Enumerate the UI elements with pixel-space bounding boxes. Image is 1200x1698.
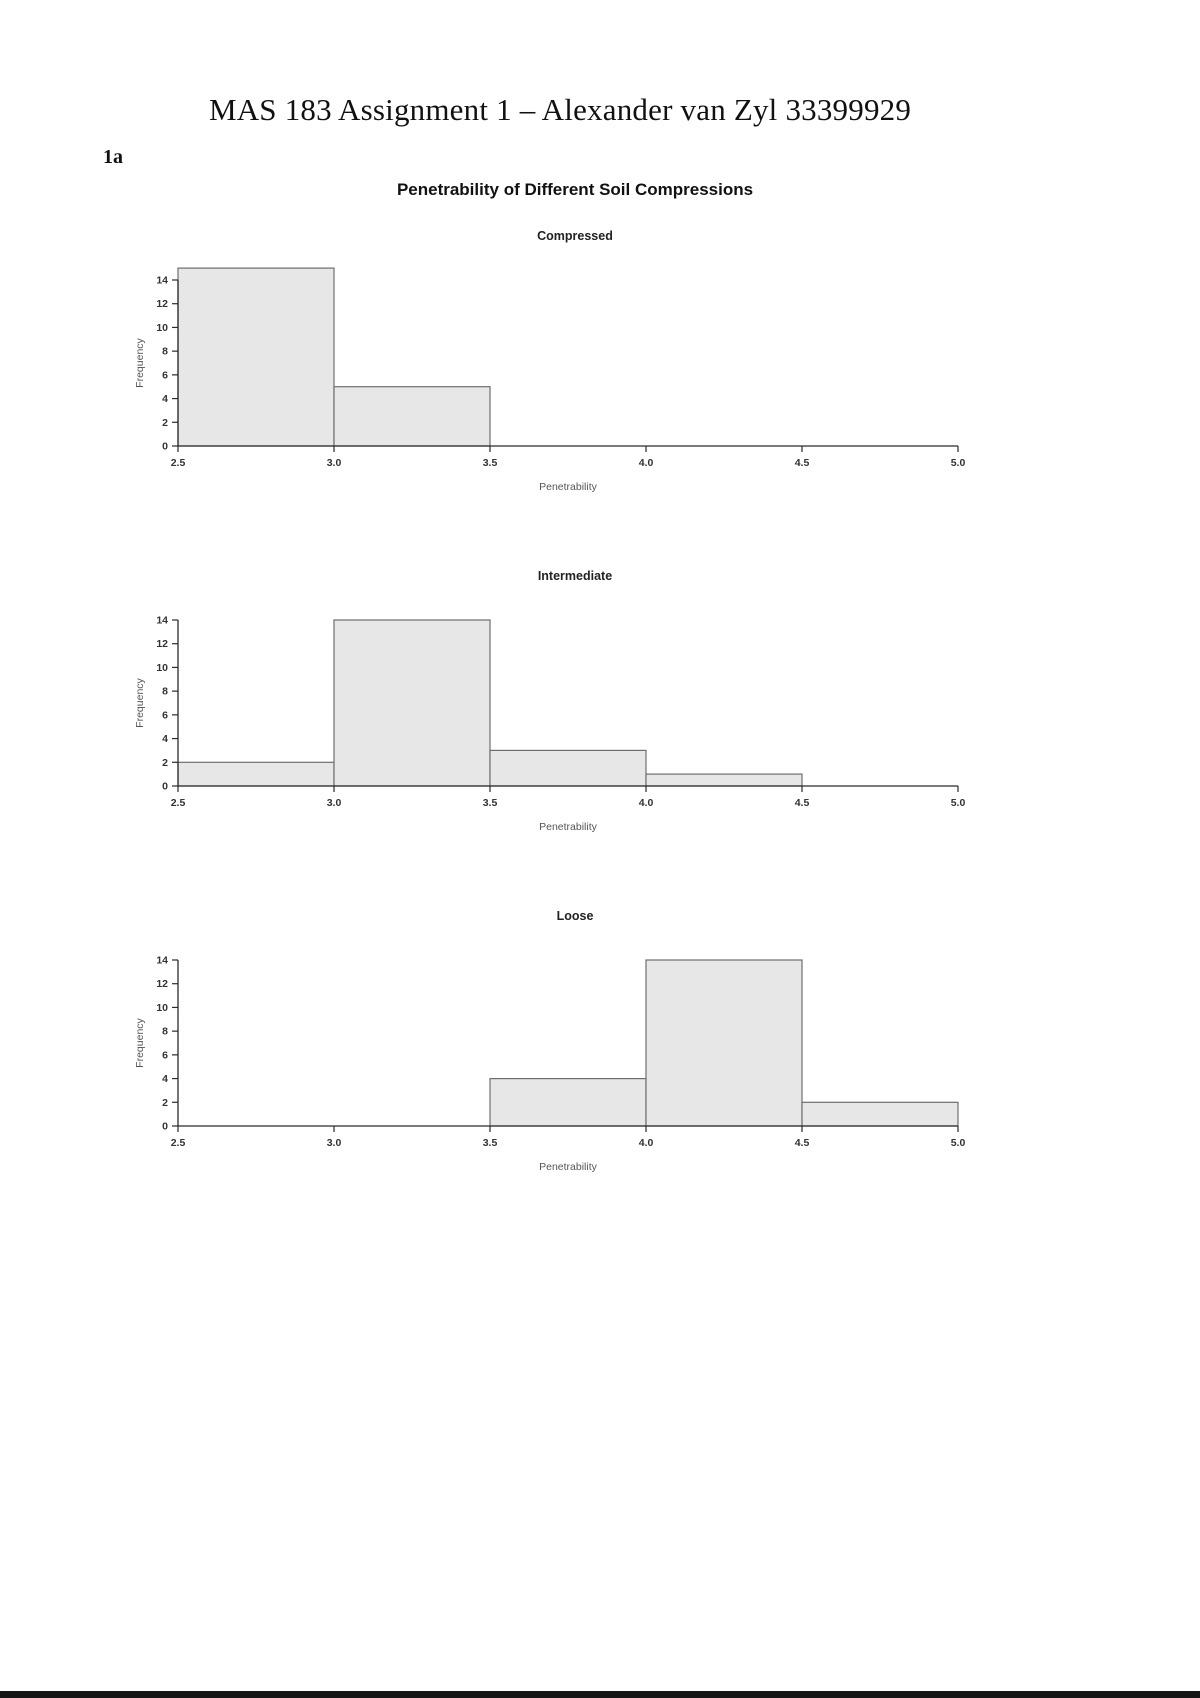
- y-tick-label: 2: [162, 1097, 168, 1109]
- chart-block-loose: Loose 2.5 3.0 3.5 4.0 4.5 5.0 Penetrability 0 2 4…: [45, 906, 1105, 1184]
- histogram-bar: [645, 959, 803, 1127]
- y-tick-label: 10: [156, 662, 168, 674]
- x-tick-label: 3.0: [327, 797, 342, 809]
- y-tick-label: 10: [156, 1002, 168, 1014]
- histogram-intermediate: 2.5 3.0 3.5 4.0 4.5 5.0 Penetrability 0 2 4 6 8 10 12…: [45, 586, 1105, 844]
- y-tick-label: 8: [162, 686, 168, 698]
- histogram-svg: 2.5 3.0 3.5 4.0 4.5 5.0 Penetrability 0 2 4 6 8 10 12…: [134, 615, 966, 834]
- y-tick-label: 2: [162, 757, 168, 769]
- y-tick-label: 4: [162, 393, 168, 405]
- x-tick-label: 3.5: [483, 797, 498, 809]
- histogram-bar: [489, 749, 647, 787]
- y-tick-label: 10: [156, 322, 168, 334]
- page-title: MAS 183 Assignment 1 – Alexander van Zyl…: [208, 92, 912, 127]
- section-label: 1a: [103, 146, 123, 168]
- x-axis-label: Penetrability: [539, 1161, 598, 1173]
- histogram-bar: [645, 773, 803, 787]
- y-tick-label: 12: [156, 638, 168, 650]
- chart-subtitle-intermediate: Intermediate: [537, 569, 613, 583]
- histogram-svg: 2.5 3.0 3.5 4.0 4.5 5.0 Penetrability 0 2 4 6 8 10 12…: [134, 955, 966, 1174]
- y-tick-label: 4: [162, 1073, 168, 1085]
- y-tick-label: 2: [162, 417, 168, 429]
- y-tick-label: 0: [162, 441, 168, 453]
- x-tick-label: 4.0: [639, 797, 654, 809]
- y-tick-label: 12: [156, 978, 168, 990]
- histogram-svg: 2.5 3.0 3.5 4.0 4.5 5.0 Penetrability 0 2 4 6 8 10 12…: [134, 267, 966, 493]
- chart-block-compressed: Compressed 2.5 3.0 3.5 4.0 4.5 5.0 Penetrabili…: [45, 226, 1105, 504]
- histogram-bar: [333, 386, 491, 447]
- x-tick-label: 5.0: [951, 457, 966, 469]
- y-tick-label: 4: [162, 733, 168, 745]
- chart-subtitle-loose: Loose: [556, 909, 594, 923]
- x-tick-label: 5.0: [951, 1137, 966, 1149]
- x-tick-label: 4.0: [639, 457, 654, 469]
- y-tick-label: 14: [156, 955, 168, 967]
- x-tick-label: 2.5: [171, 797, 186, 809]
- x-tick-label: 5.0: [951, 797, 966, 809]
- histogram-bar: [333, 619, 491, 787]
- chart-block-intermediate: Intermediate 2.5 3.0 3.5 4.0 4.5 5.0 Penetrabi…: [45, 566, 1105, 844]
- x-tick-label: 4.5: [795, 797, 810, 809]
- x-tick-label: 3.0: [327, 457, 342, 469]
- histogram-bar: [177, 267, 335, 447]
- y-axis-label: Frequency: [134, 337, 146, 387]
- x-axis-label: Penetrability: [539, 481, 598, 493]
- y-axis-label: Frequency: [134, 1017, 146, 1067]
- histogram-bar: [801, 1101, 959, 1127]
- x-tick-label: 2.5: [171, 457, 186, 469]
- x-tick-label: 3.5: [483, 457, 498, 469]
- y-tick-label: 12: [156, 298, 168, 310]
- y-tick-label: 6: [162, 709, 168, 721]
- histogram-bar: [177, 761, 335, 787]
- x-tick-label: 2.5: [171, 1137, 186, 1149]
- x-tick-label: 4.5: [795, 1137, 810, 1149]
- histogram-bar: [489, 1078, 647, 1127]
- y-tick-label: 8: [162, 1026, 168, 1038]
- y-tick-label: 14: [156, 615, 168, 627]
- x-tick-label: 4.5: [795, 457, 810, 469]
- chart-subtitle-compressed: Compressed: [537, 229, 613, 243]
- y-tick-label: 0: [162, 1121, 168, 1133]
- y-tick-label: 6: [162, 369, 168, 381]
- x-tick-label: 3.0: [327, 1137, 342, 1149]
- y-axis-label: Frequency: [134, 677, 146, 727]
- y-tick-label: 0: [162, 781, 168, 793]
- y-tick-label: 8: [162, 346, 168, 358]
- histogram-compressed: 2.5 3.0 3.5 4.0 4.5 5.0 Penetrability 0 2 4 6 8 10 12…: [45, 246, 1105, 504]
- y-tick-label: 14: [156, 275, 168, 287]
- x-tick-label: 3.5: [483, 1137, 498, 1149]
- x-axis-label: Penetrability: [539, 821, 598, 833]
- figure-title: Penetrability of Different Soil Compress…: [396, 180, 754, 199]
- y-tick-label: 6: [162, 1049, 168, 1061]
- histogram-loose: 2.5 3.0 3.5 4.0 4.5 5.0 Penetrability 0 2 4 6 8 10 12…: [45, 926, 1105, 1184]
- figure-histograms: Penetrability of Different Soil Compress…: [45, 180, 1105, 1184]
- x-tick-label: 4.0: [639, 1137, 654, 1149]
- page-bottom-edge: [0, 1691, 1200, 1698]
